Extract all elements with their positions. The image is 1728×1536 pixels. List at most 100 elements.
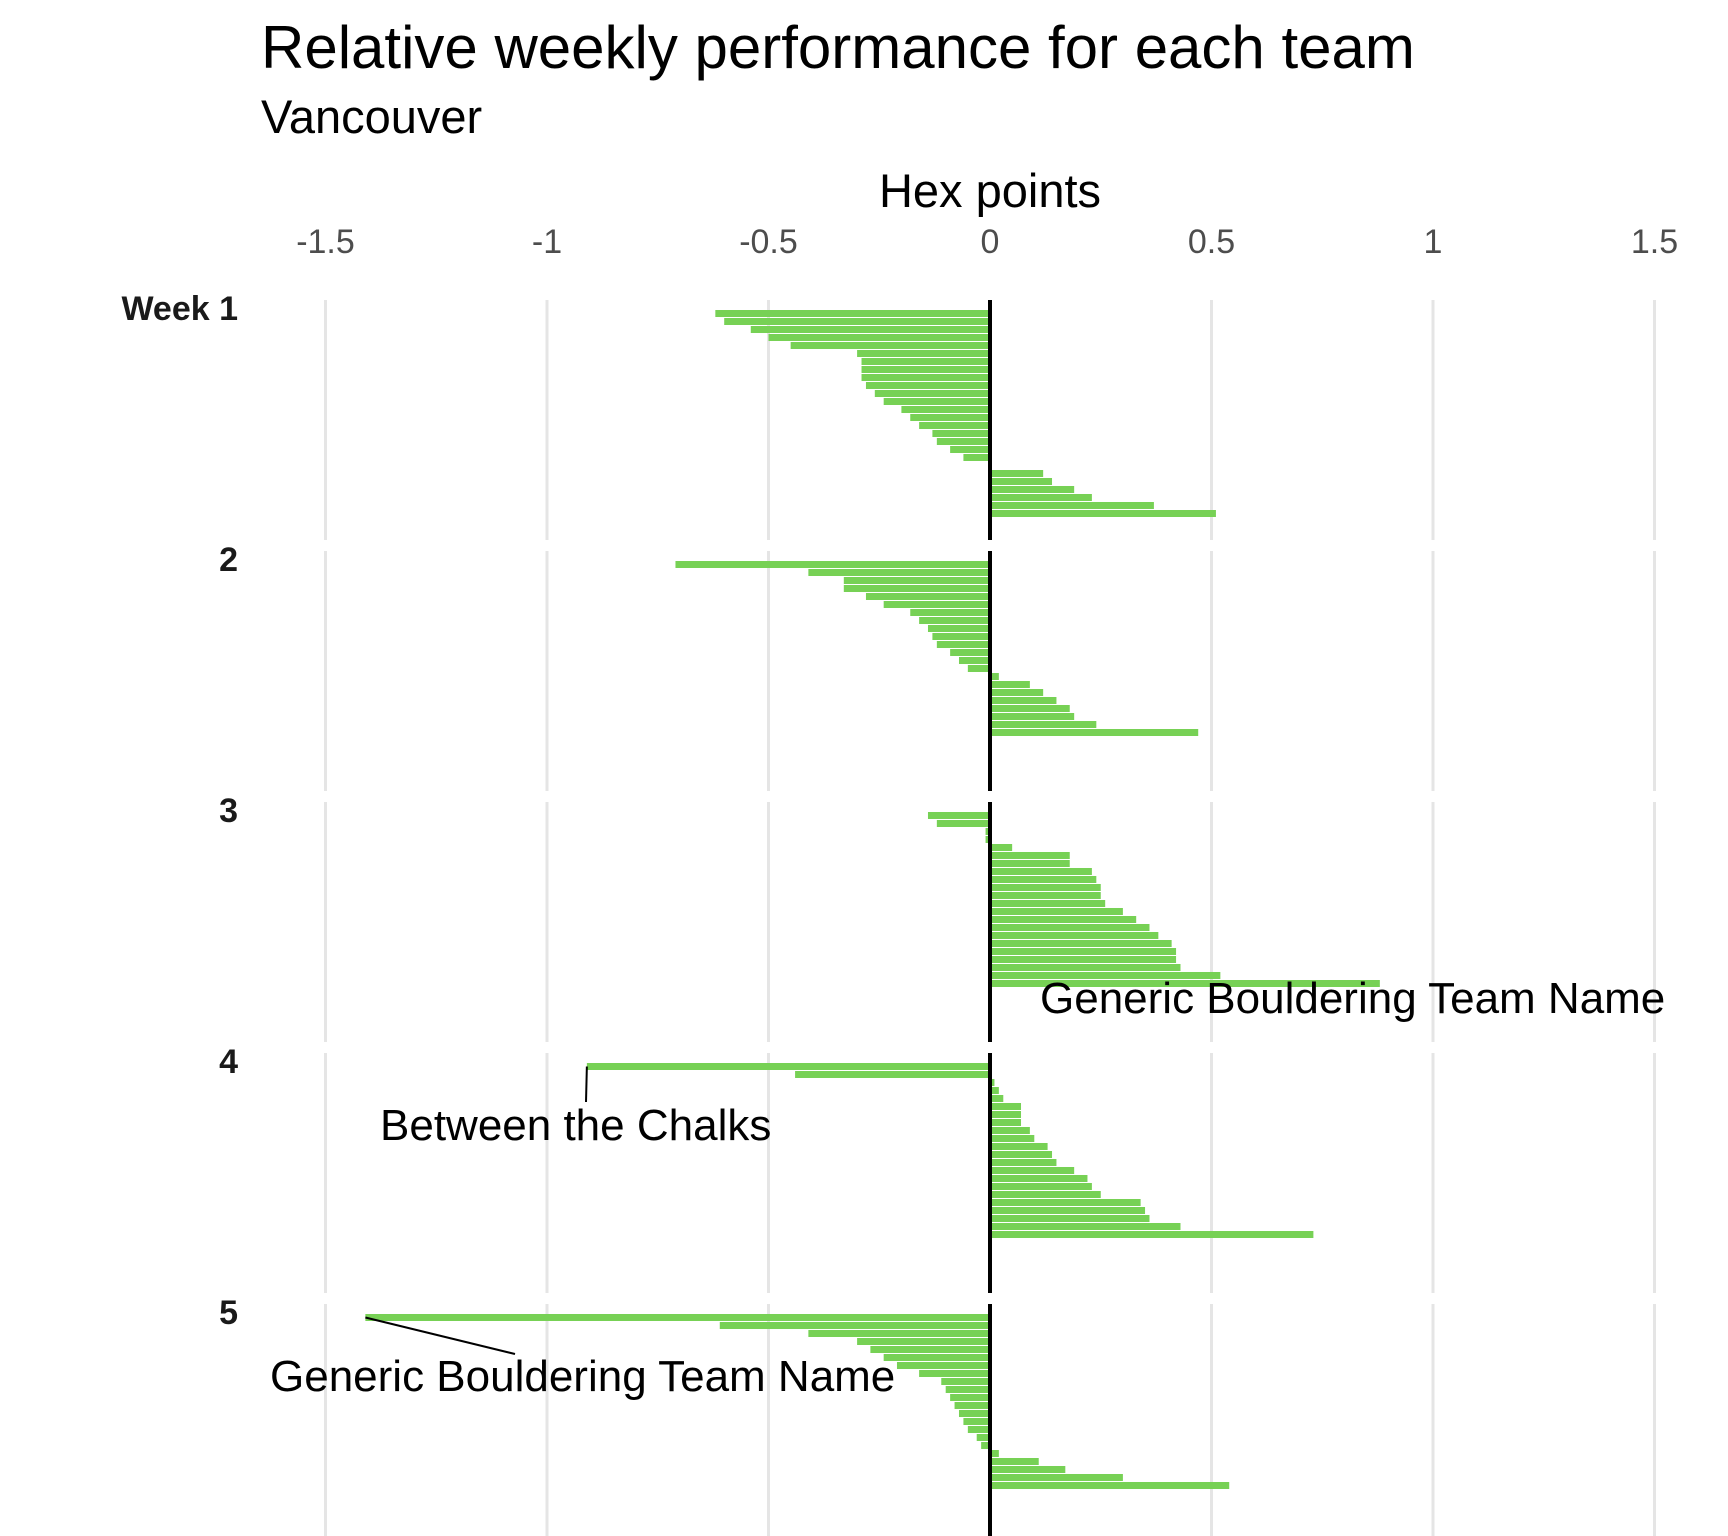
bar	[724, 318, 990, 325]
bar	[990, 900, 1106, 907]
annotation-label: Generic Bouldering Team Name	[1040, 974, 1665, 1023]
bar	[990, 972, 1221, 979]
bar	[958, 1410, 990, 1417]
annotation-label: Between the Chalks	[380, 1101, 771, 1150]
bar	[365, 1314, 990, 1321]
bar	[990, 705, 1070, 712]
x-axis-title: Hex points	[879, 164, 1101, 217]
bar	[861, 358, 990, 365]
bar	[919, 1370, 990, 1377]
bar	[950, 1394, 990, 1401]
bar	[990, 1103, 1022, 1110]
bar	[990, 486, 1075, 493]
bar	[919, 422, 990, 429]
chart-annotations: Generic Bouldering Team Name Between the …	[270, 974, 1665, 1401]
bar	[919, 617, 990, 624]
facet-panel: 4	[219, 1043, 1656, 1293]
bar	[976, 1434, 990, 1441]
facet-label: 3	[219, 792, 238, 830]
bar	[990, 502, 1154, 509]
bar	[990, 1450, 999, 1457]
facet-panel: 3	[219, 792, 1656, 1042]
bar	[990, 1167, 1075, 1174]
bar	[990, 876, 1097, 883]
bar	[990, 908, 1123, 915]
facet-panel: Week 1	[121, 290, 1656, 540]
bar	[715, 310, 990, 317]
bar	[750, 326, 990, 333]
bar	[990, 868, 1092, 875]
bar	[795, 1071, 990, 1078]
bar	[927, 625, 990, 632]
facet-label: 2	[219, 541, 238, 579]
bar	[990, 478, 1053, 485]
bar	[936, 438, 990, 445]
bar	[967, 665, 990, 672]
bar	[990, 1135, 1035, 1142]
chart-title: Relative weekly performance for each tea…	[261, 14, 1415, 81]
facet-panel: 2	[219, 541, 1656, 791]
bar	[874, 390, 990, 397]
bar	[990, 956, 1177, 963]
annotation-leader-line	[365, 1316, 516, 1355]
bar	[883, 1354, 990, 1361]
x-tick-label: 1	[1424, 223, 1443, 261]
bar	[990, 713, 1075, 720]
bar	[990, 1191, 1101, 1198]
bar	[985, 828, 990, 835]
bar	[990, 940, 1172, 947]
bar	[865, 593, 990, 600]
bar	[950, 649, 990, 656]
bar	[990, 1466, 1066, 1473]
facet-label: Week 1	[121, 290, 238, 328]
bar	[990, 1474, 1123, 1481]
bar	[981, 1442, 990, 1449]
annotation-leader-line	[585, 1066, 588, 1103]
bar	[990, 892, 1101, 899]
bar	[990, 1111, 1022, 1118]
bar	[990, 852, 1070, 859]
bar	[954, 1402, 990, 1409]
bar	[936, 820, 990, 827]
bar	[927, 812, 990, 819]
bar	[719, 1322, 990, 1329]
bar	[963, 1418, 990, 1425]
bar	[901, 406, 990, 413]
x-tick-label: -1.5	[296, 223, 355, 261]
bar	[910, 609, 990, 616]
bar	[990, 1087, 999, 1094]
x-axis-ticks: -1.5 -1 -0.5 0 0.5 1 1.5	[296, 223, 1678, 261]
bar	[990, 1159, 1057, 1166]
bar	[790, 342, 990, 349]
x-tick-label: 1.5	[1631, 223, 1678, 261]
bar	[808, 1330, 990, 1337]
bar	[990, 1183, 1092, 1190]
bar	[843, 585, 990, 592]
x-tick-label: 0	[981, 223, 1000, 261]
bar	[883, 601, 990, 608]
bar	[932, 633, 990, 640]
bar	[586, 1063, 990, 1070]
bar	[990, 948, 1177, 955]
bar	[861, 366, 990, 373]
facet-panel: 5	[219, 1294, 1656, 1536]
facet-label: 4	[219, 1043, 238, 1081]
x-tick-label: -1	[532, 223, 562, 261]
bar	[967, 1426, 990, 1433]
bar	[990, 1207, 1146, 1214]
chart-subtitle: Vancouver	[261, 90, 482, 143]
bar	[990, 1119, 1022, 1126]
bar	[857, 1338, 990, 1345]
bar	[990, 884, 1101, 891]
bar	[675, 561, 990, 568]
bar	[990, 844, 1013, 851]
bar	[870, 1346, 990, 1353]
bar	[990, 721, 1097, 728]
bar	[950, 446, 990, 453]
bar	[990, 681, 1030, 688]
facet-label: 5	[219, 1294, 238, 1332]
bar	[990, 1079, 995, 1086]
bar	[990, 510, 1216, 517]
bar	[865, 382, 990, 389]
